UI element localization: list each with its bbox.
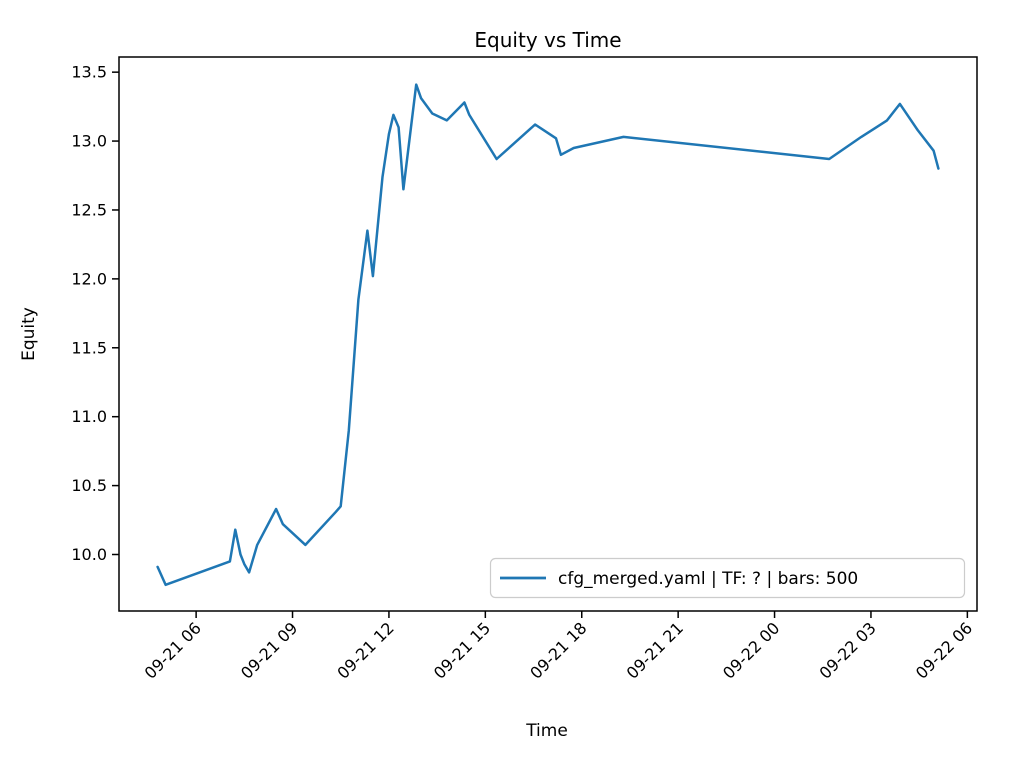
y-tick-label: 10.5 (71, 476, 107, 495)
x-tick-label: 09-21 15 (430, 618, 494, 682)
x-tick-label: 09-21 09 (237, 618, 301, 682)
y-tick-label: 13.5 (71, 63, 107, 82)
x-axis-ticks: 09-21 06 09-21 09 09-21 12 09-21 15 09-21 18… (141, 611, 976, 683)
y-tick-label: 12.5 (71, 200, 107, 219)
y-tick-label: 11.5 (71, 338, 107, 357)
legend-label: cfg_merged.yaml | TF: ? | bars: 500 (558, 569, 858, 589)
chart-title: Equity vs Time (474, 28, 621, 52)
x-tick-label: 09-21 18 (526, 618, 590, 682)
x-tick-label: 09-22 03 (815, 618, 879, 682)
y-tick-label: 10.0 (71, 545, 107, 564)
y-axis-ticks: 10.0 10.5 11.0 11.5 12.0 12.5 13.0 13.5 (71, 63, 119, 564)
x-tick-label: 09-21 21 (623, 618, 687, 682)
x-tick-label: 09-22 06 (912, 618, 976, 682)
y-axis-label: Equity (19, 307, 39, 361)
equity-line-series (156, 83, 940, 587)
x-tick-label: 09-22 00 (719, 618, 783, 682)
x-axis-label: Time (525, 721, 568, 741)
plot-frame (118, 56, 978, 612)
legend-box (489, 557, 966, 599)
y-tick-label: 11.0 (71, 407, 107, 426)
y-tick-label: 13.0 (71, 132, 107, 151)
x-tick-label: 09-21 06 (141, 618, 205, 682)
y-tick-label: 12.0 (71, 269, 107, 288)
legend: cfg_merged.yaml | TF: ? | bars: 500 (489, 557, 966, 599)
x-tick-label: 09-21 12 (333, 618, 397, 682)
